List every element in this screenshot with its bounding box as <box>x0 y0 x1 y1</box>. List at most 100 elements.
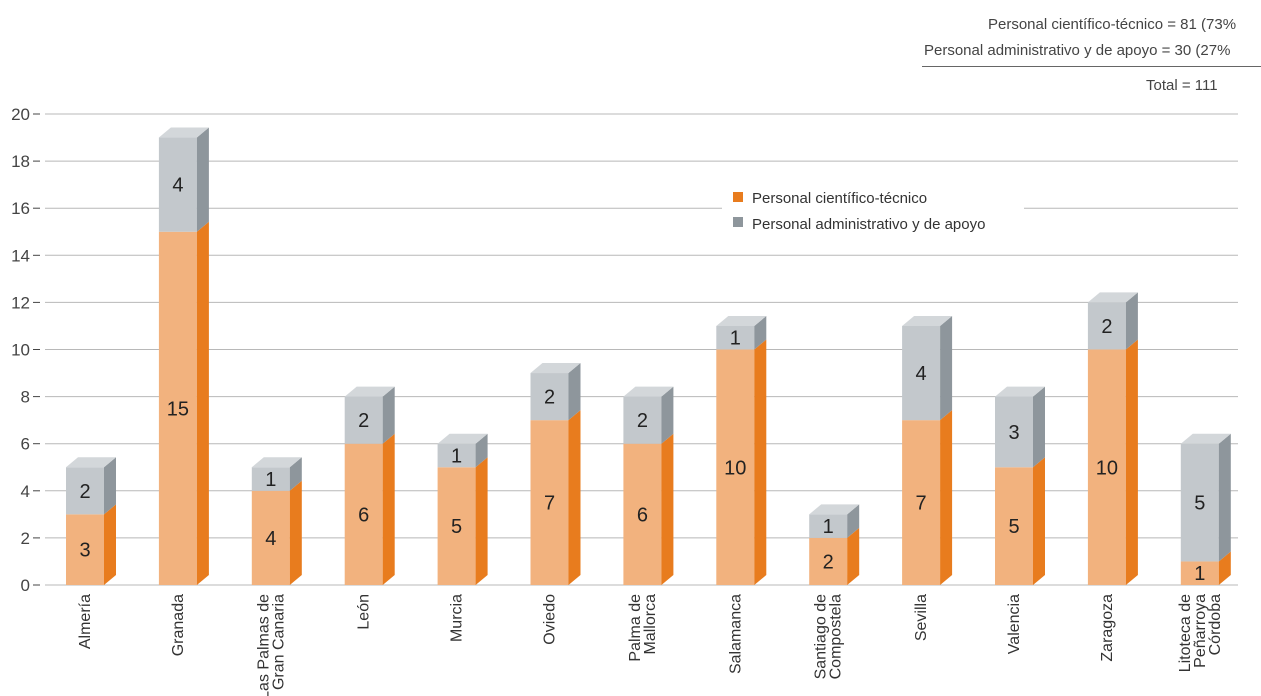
x-tick-label: Córdoba <box>1207 594 1224 655</box>
legend: Personal científico-técnico Personal adm… <box>722 185 1024 240</box>
bar-top <box>623 386 674 397</box>
bar-tech <box>158 231 197 585</box>
bar-tech-side <box>847 527 860 585</box>
y-tick-label: 12 <box>11 293 30 312</box>
bar-admin-side <box>1033 386 1045 468</box>
bar-admin <box>66 467 104 515</box>
bar-admin <box>1180 443 1219 562</box>
bar-top <box>66 457 116 468</box>
bar-group: 53 <box>995 386 1045 585</box>
bar-admin-side <box>940 315 953 421</box>
bar-tech <box>1087 349 1126 585</box>
bar-tech-side <box>661 433 674 585</box>
bar-top <box>251 457 302 468</box>
value-label-admin: 3 <box>1008 422 1019 444</box>
legend-label-admin: Personal administrativo y de apoyo <box>752 216 985 233</box>
bar-admin <box>809 514 848 538</box>
summary-tech: Personal científico-técnico = 81 (73% <box>988 16 1237 33</box>
bar-tech <box>623 443 662 585</box>
bar-admin <box>158 137 197 232</box>
x-tick-label: Litoteca de <box>1177 594 1194 672</box>
bar-admin <box>530 373 569 421</box>
bar-admin-side <box>661 386 674 444</box>
bar-tech-side <box>1218 551 1231 585</box>
x-tick-label: Gran Canaria <box>270 594 287 690</box>
bar-tech-side <box>475 457 488 585</box>
bar-admin <box>251 467 290 491</box>
bar-top <box>716 315 767 326</box>
x-tick-label: Santiago de <box>813 594 830 680</box>
y-tick-label: 8 <box>21 388 30 407</box>
x-tick-label: Mallorca <box>642 594 659 655</box>
x-tick-label: Granada <box>170 594 187 656</box>
bar-admin-side <box>847 504 860 538</box>
bar-group: 10 2 <box>1087 292 1138 585</box>
legend-swatch-admin <box>733 217 743 227</box>
x-tick-label: Almería <box>77 594 94 649</box>
bar-admin <box>344 396 383 444</box>
value-label-admin: 1 <box>730 328 741 350</box>
bar-group: 41 <box>251 457 302 585</box>
bar-admin-side <box>1218 433 1231 562</box>
bar-tech <box>530 420 569 585</box>
bar-admin-side <box>289 457 302 491</box>
x-tick-label: Valencia <box>1006 594 1023 654</box>
x-tick-label: Peñarroya <box>1192 594 1209 668</box>
y-tick-label: 16 <box>11 199 30 218</box>
value-label-tech: 1 <box>1194 563 1205 585</box>
bar-group: 10 1 <box>716 315 767 585</box>
value-label-tech: 7 <box>544 493 555 515</box>
y-tick-label: 18 <box>11 152 30 171</box>
y-tick-label: 20 <box>11 105 30 124</box>
bar-tech-side <box>196 221 209 585</box>
bar-admin-side <box>754 315 767 350</box>
x-tick-label: Zaragoza <box>1099 594 1116 662</box>
value-label-admin: 1 <box>823 516 834 538</box>
value-label-admin: 1 <box>265 469 276 491</box>
y-tick-label: 2 <box>21 529 30 548</box>
value-label-tech: 3 <box>79 540 90 562</box>
y-tick-label: 0 <box>21 576 30 595</box>
x-tick-label: Salamanca <box>727 594 744 674</box>
bar-tech-side <box>1125 339 1138 585</box>
summary-admin: Personal administrativo y de apoyo = 30 … <box>924 42 1231 59</box>
value-label-tech: 15 <box>167 398 189 420</box>
bar-top <box>530 363 581 374</box>
value-label-admin: 2 <box>79 481 90 503</box>
bar-group: 21 <box>809 504 860 585</box>
bar-admin-side <box>568 363 581 421</box>
bar-group: 74 <box>902 315 953 585</box>
value-label-admin: 1 <box>451 445 462 467</box>
bar-top <box>1087 292 1138 303</box>
value-label-admin: 5 <box>1194 493 1205 515</box>
bar-tech-side <box>940 410 953 585</box>
bar-top <box>995 386 1045 397</box>
bar-admin-side <box>1125 292 1138 350</box>
bar-group: 72 <box>530 363 581 585</box>
legend-swatch-tech <box>733 192 743 202</box>
x-tick-label: León <box>356 594 373 630</box>
bar-admin <box>623 396 662 444</box>
summary-total: Total = 111 <box>1146 77 1218 94</box>
x-tick-label: Oviedo <box>542 594 559 645</box>
bar-tech <box>995 467 1033 585</box>
bar-tech <box>809 537 848 585</box>
bar-tech-side <box>1033 457 1045 585</box>
bar-top <box>158 127 209 138</box>
value-label-tech: 2 <box>823 551 834 573</box>
bar-tech-side <box>754 339 767 585</box>
bar-admin <box>716 325 755 350</box>
value-label-admin: 2 <box>544 387 555 409</box>
bar-admin-side <box>475 433 488 468</box>
value-label-admin: 2 <box>637 410 648 432</box>
y-axis: 0 2 4 6 8 10 12 14 16 18 20 <box>11 105 40 595</box>
legend-label-tech: Personal científico-técnico <box>752 190 927 207</box>
bar-admin <box>437 443 476 468</box>
bar-top <box>437 433 488 444</box>
x-tick-label: Palma de <box>627 594 644 662</box>
bar-tech <box>1180 561 1219 585</box>
bar-admin-side <box>104 457 116 515</box>
